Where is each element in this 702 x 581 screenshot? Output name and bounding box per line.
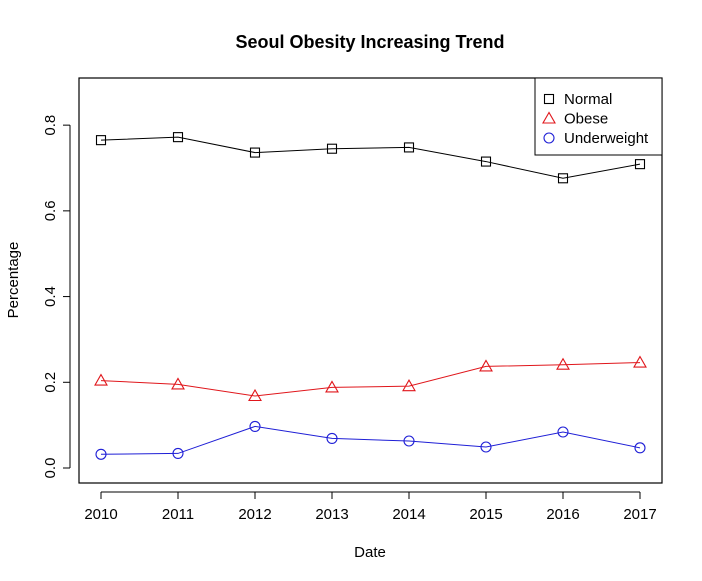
data-point-normal — [95, 135, 107, 146]
y-tick-label: 0.0 — [42, 458, 59, 479]
x-tick-label: 2017 — [623, 506, 656, 523]
y-axis-label: Percentage — [5, 242, 22, 319]
x-tick-label: 2013 — [315, 506, 348, 523]
x-tick-label: 2016 — [546, 506, 579, 523]
data-point-underweight — [480, 441, 492, 453]
legend-box — [534, 77, 663, 156]
data-point-normal — [634, 159, 646, 170]
y-tick-label: 0.8 — [42, 115, 59, 136]
data-point-underweight — [326, 432, 338, 444]
series-layer — [94, 132, 647, 460]
legend: Normal Obese Underweight — [534, 77, 663, 156]
data-point-underweight — [95, 448, 107, 460]
chart-title: Seoul Obesity Increasing Trend — [235, 32, 504, 52]
plot-area-frame — [78, 77, 663, 484]
legend-label-obese: Obese — [564, 111, 608, 128]
series-normal — [95, 132, 646, 184]
series-obese — [94, 355, 647, 402]
data-point-underweight — [634, 442, 646, 454]
series-line-obese — [100, 362, 641, 397]
legend-marker-normal — [543, 93, 555, 105]
y-tick-label: 0.6 — [42, 200, 59, 221]
series-line-underweight — [100, 425, 641, 455]
data-point-obese — [171, 377, 185, 390]
data-point-underweight — [249, 420, 261, 432]
x-tick-label: 2010 — [84, 506, 117, 523]
data-point-obese — [248, 388, 262, 402]
data-point-normal — [480, 156, 492, 167]
data-point-normal — [403, 142, 415, 153]
x-tick-label: 2015 — [469, 506, 502, 523]
data-point-underweight — [557, 426, 569, 438]
y-tick-label: 0.2 — [42, 372, 59, 393]
data-point-normal — [326, 143, 338, 154]
data-point-obese — [479, 359, 493, 372]
legend-marker-obese — [542, 111, 556, 124]
data-point-obese — [556, 357, 570, 370]
data-point-underweight — [172, 447, 184, 459]
data-point-obese — [633, 355, 647, 368]
y-tick-label: 0.4 — [42, 286, 59, 307]
data-point-underweight — [403, 435, 415, 447]
x-tick-label: 2012 — [238, 506, 271, 523]
x-axis: 2010 2011 2012 2013 2014 2015 2016 2017 — [84, 491, 657, 523]
data-point-obese — [402, 379, 416, 392]
x-tick-label: 2011 — [162, 506, 194, 523]
data-point-normal — [557, 173, 569, 184]
x-tick-label: 2014 — [392, 506, 425, 523]
series-underweight — [95, 420, 646, 460]
legend-label-normal: Normal — [564, 91, 612, 108]
x-axis-label: Date — [354, 544, 386, 561]
data-point-normal — [249, 147, 261, 158]
y-axis: 0.0 0.2 0.4 0.6 0.8 — [42, 115, 71, 479]
series-line-normal — [100, 136, 641, 179]
data-point-obese — [325, 380, 339, 393]
legend-marker-underweight — [543, 132, 555, 144]
data-point-normal — [172, 132, 184, 143]
data-point-obese — [94, 373, 108, 386]
legend-label-underweight: Underweight — [564, 130, 649, 147]
